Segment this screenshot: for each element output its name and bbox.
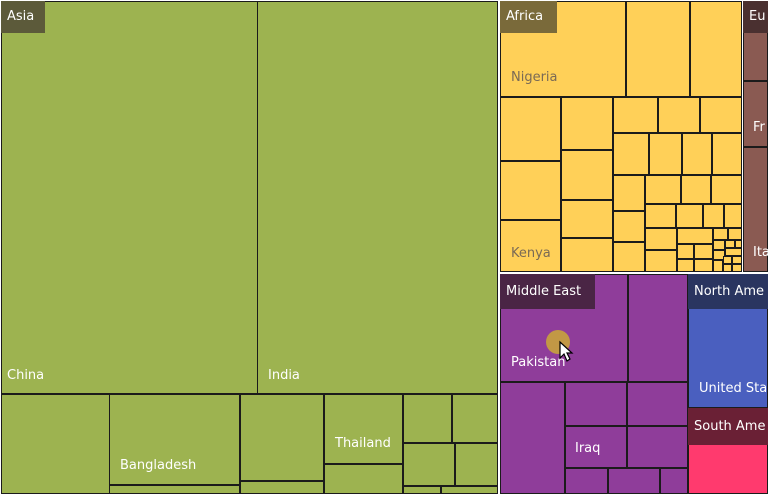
treemap-cell-bangladesh[interactable] xyxy=(109,394,240,485)
treemap-cell-asia-6[interactable] xyxy=(240,394,324,481)
treemap-cell-africa-minor-1[interactable] xyxy=(561,238,613,272)
treemap-cell-africa-minor-6[interactable] xyxy=(649,133,682,175)
treemap-cell-africa-minor-31[interactable] xyxy=(713,250,725,260)
treemap-cell-india[interactable] xyxy=(257,1,498,394)
treemap-cell-africa-minor-7[interactable] xyxy=(682,133,712,175)
treemap-cell-middle-east-2[interactable] xyxy=(500,382,565,494)
treemap-cell-asia-2[interactable] xyxy=(1,394,110,494)
treemap-cell-africa-minor-15[interactable] xyxy=(645,204,676,228)
group-header-africa[interactable]: Africa xyxy=(500,1,557,33)
group-header-europe[interactable]: Eu xyxy=(743,1,768,33)
treemap-cell-africa-minor-21[interactable] xyxy=(713,228,728,240)
treemap-cell-africa-minor-10[interactable] xyxy=(645,175,681,204)
treemap-cell-africa-minor-18[interactable] xyxy=(724,204,742,228)
treemap-cell-africa-minor-20[interactable] xyxy=(677,228,713,244)
treemap-cell-africa-minor-22[interactable] xyxy=(728,228,742,240)
treemap-cell-middle-east-1[interactable] xyxy=(628,274,688,382)
treemap-cell-thailand[interactable] xyxy=(324,394,403,464)
treemap-cell-middle-east-3[interactable] xyxy=(565,382,627,426)
treemap-cell-asia-13[interactable] xyxy=(403,486,441,494)
treemap-cell-africa-minor-0[interactable] xyxy=(561,200,613,238)
treemap-cell-middle-east-5[interactable] xyxy=(627,382,688,426)
group-header-north-america[interactable]: North Ame xyxy=(688,274,768,309)
treemap-cell-africa-minor-28[interactable] xyxy=(735,240,742,248)
treemap-cell-fr[interactable] xyxy=(743,81,768,147)
treemap-cell-asia-12[interactable] xyxy=(455,443,498,486)
treemap-cell-africa-minor-12[interactable] xyxy=(711,175,742,204)
treemap-cell-africa-minor-13[interactable] xyxy=(613,211,645,242)
treemap-cell-asia-10[interactable] xyxy=(452,394,498,443)
treemap-cell-africa-minor-17[interactable] xyxy=(703,204,724,228)
treemap-cell-africa-minor-19[interactable] xyxy=(645,228,677,250)
treemap-cell-africa-5[interactable] xyxy=(500,161,561,220)
group-header-asia[interactable]: Asia xyxy=(1,1,45,33)
treemap-cell-africa-minor-30[interactable] xyxy=(694,259,713,272)
treemap-cell-africa-4[interactable] xyxy=(500,97,561,161)
treemap-cell-asia-14[interactable] xyxy=(441,486,498,494)
treemap-cell-asia-8[interactable] xyxy=(324,464,403,494)
treemap-cell-africa-minor-37[interactable] xyxy=(732,264,742,272)
group-header-south-america[interactable]: South Ame xyxy=(688,408,768,445)
treemap-cell-africa-minor-11[interactable] xyxy=(681,175,711,204)
treemap-cell-africa-minor-5[interactable] xyxy=(613,133,649,175)
treemap-cell-africa-minor-26[interactable] xyxy=(713,240,725,250)
treemap-cell-ita[interactable] xyxy=(743,147,768,272)
treemap-cell-middle-east-7[interactable] xyxy=(565,468,608,494)
treemap-cell-africa-minor-14[interactable] xyxy=(613,242,645,272)
treemap-cell-africa-minor-33[interactable] xyxy=(713,260,723,272)
treemap-cell-africa-minor-8[interactable] xyxy=(712,133,742,175)
treemap-cell-africa-6[interactable] xyxy=(561,97,613,150)
treemap-cell-africa-minor-29[interactable] xyxy=(677,259,694,272)
treemap-cell-china[interactable] xyxy=(1,1,258,394)
treemap-cell-middle-east-minor-1[interactable] xyxy=(660,468,688,494)
treemap-cell-africa-minor-27[interactable] xyxy=(725,240,735,248)
group-header-middle-east[interactable]: Middle East xyxy=(500,274,595,309)
treemap-cell-iraq[interactable] xyxy=(565,426,627,468)
treemap-cell-africa-7[interactable] xyxy=(561,150,613,200)
treemap-cell-africa-minor-2[interactable] xyxy=(613,97,658,133)
treemap-cell-africa-1[interactable] xyxy=(626,1,690,97)
treemap-cell-africa-minor-34[interactable] xyxy=(723,256,732,264)
treemap-cell-asia-9[interactable] xyxy=(403,394,452,443)
treemap-cell-asia-11[interactable] xyxy=(403,443,455,486)
treemap-cell-asia-4[interactable] xyxy=(109,485,240,494)
treemap-cell-africa-2[interactable] xyxy=(690,1,742,97)
treemap-cell-africa-minor-3[interactable] xyxy=(658,97,700,133)
treemap-cell-middle-east-6[interactable] xyxy=(627,426,688,468)
treemap-cell-africa-minor-23[interactable] xyxy=(645,250,677,272)
treemap-cell-asia-7[interactable] xyxy=(240,481,324,494)
treemap-cell-africa-minor-32[interactable] xyxy=(725,248,742,256)
treemap-cell-africa-minor-9[interactable] xyxy=(613,175,645,211)
treemap-cell-middle-east-minor-0[interactable] xyxy=(608,468,660,494)
treemap-cell-africa-minor-24[interactable] xyxy=(677,244,694,259)
treemap-cell-africa-minor-16[interactable] xyxy=(676,204,703,228)
treemap-cell-africa-minor-4[interactable] xyxy=(700,97,742,133)
treemap-cell-africa-minor-35[interactable] xyxy=(732,256,742,264)
treemap-cell-africa-minor-36[interactable] xyxy=(723,264,732,272)
treemap-cell-africa-minor-25[interactable] xyxy=(694,244,713,259)
treemap-cell-kenya[interactable] xyxy=(500,220,561,272)
